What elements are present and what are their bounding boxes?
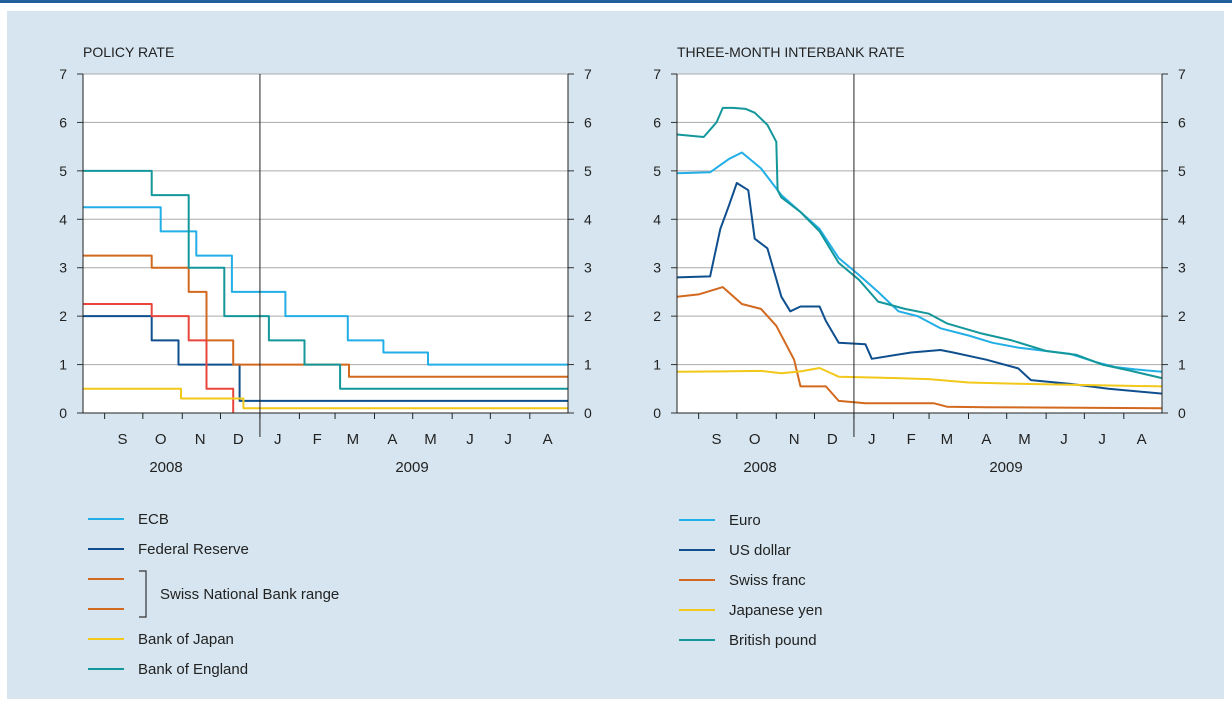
policy-rate-ytick-label-left: 6 — [59, 114, 67, 130]
interbank-rate-ytick-label-right: 1 — [1178, 357, 1186, 373]
interbank-rate-ytick-label-right: 4 — [1178, 211, 1186, 227]
legend-label-snb: Swiss National Bank range — [160, 586, 339, 603]
interbank-rate-legend: Euro US dollar Swiss franc Japanese yen … — [679, 512, 822, 649]
interbank-rate-ytick-label-right: 6 — [1178, 114, 1186, 130]
policy-rate-ytick-label-left: 5 — [59, 163, 67, 179]
interbank-rate-ytick-label-right: 0 — [1178, 405, 1186, 421]
series-british-pound — [676, 106, 1163, 380]
policy-rate-ytick-label-right: 3 — [584, 260, 592, 276]
interbank-rate-ytick-label-left: 7 — [653, 66, 661, 82]
policy-rate-series — [83, 169, 568, 413]
legend-label-chf: Swiss franc — [729, 572, 806, 589]
legend-label-fed: Federal Reserve — [138, 541, 249, 558]
policy-rate-ytick-label-left: 0 — [59, 405, 67, 421]
interbank-rate-xtick-label: S — [711, 431, 721, 448]
interbank-rate-xtick-label: A — [1137, 431, 1147, 448]
legend-label-boj: Bank of Japan — [138, 631, 234, 648]
policy-rate-ytick-label-left: 2 — [59, 308, 67, 324]
interbank-rate-xtick-label: J — [1098, 431, 1106, 448]
interbank-rate-ytick-label-left: 0 — [653, 405, 661, 421]
policy-rate-ytick-label-right: 4 — [584, 211, 592, 227]
policy-rate-legend: ECB Federal Reserve Swiss National Bank … — [88, 511, 339, 678]
legend-label-usd: US dollar — [729, 542, 791, 559]
interbank-rate-title: THREE-MONTH INTERBANK RATE — [677, 44, 905, 60]
interbank-rate-chart: THREE-MONTH INTERBANK RATE 0 0 1 1 2 2 3 3 4 4 5 5 6… — [653, 44, 1186, 476]
policy-rate-ytick-label-right: 1 — [584, 357, 592, 373]
interbank-rate-ytick-label-left: 1 — [653, 357, 661, 373]
interbank-rate-ytick-label-right: 2 — [1178, 308, 1186, 324]
policy-rate-xtick-label: J — [274, 431, 282, 448]
top-rule — [0, 0, 1232, 3]
legend-label-gbp: British pound — [729, 632, 817, 649]
policy-rate-xtick-label: A — [387, 431, 397, 448]
interbank-rate-ytick-label-left: 6 — [653, 114, 661, 130]
legend-bracket — [139, 570, 147, 618]
interbank-rate-xtick-label: F — [907, 431, 916, 448]
policy-rate-ytick-label-left: 4 — [59, 211, 67, 227]
policy-rate-xtick-label: F — [313, 431, 322, 448]
series-bank-of-england — [83, 169, 568, 390]
policy-rate-chart: POLICY RATE 0 0 1 1 2 2 3 3 4 4 5 5 6 6 7 7 S O N D J F M A M J J A… — [59, 44, 592, 476]
policy-rate-ytick-label-left: 1 — [59, 357, 67, 373]
interbank-rate-series — [676, 106, 1163, 410]
legend-label-boe: Bank of England — [138, 661, 248, 678]
legend-label-ecb: ECB — [138, 511, 169, 528]
series-swiss-national-bank-range-upper — [83, 254, 568, 378]
interbank-rate-ytick-label-left: 4 — [653, 211, 661, 227]
interbank-rate-plot-area — [677, 74, 1162, 413]
policy-rate-xtick-label: S — [117, 431, 127, 448]
policy-rate-xtick-label: O — [155, 431, 167, 448]
series-us-dollar — [676, 182, 1163, 395]
interbank-rate-xtick-label: J — [1060, 431, 1068, 448]
policy-rate-plot-area — [83, 74, 568, 413]
policy-rate-ytick-label-left: 3 — [59, 260, 67, 276]
series-bank-of-japan — [83, 387, 568, 410]
interbank-rate-xtick-label: M — [1018, 431, 1031, 448]
policy-rate-ytick-label-left: 7 — [59, 66, 67, 82]
policy-rate-axes: 0 0 1 1 2 2 3 3 4 4 5 5 6 6 7 7 S O N D J F M A M J J A — [59, 66, 592, 448]
policy-rate-year-2008: 2008 — [149, 459, 182, 476]
policy-rate-xtick-label: D — [233, 431, 244, 448]
series-swiss-franc — [676, 286, 1163, 410]
policy-rate-ytick-label-right: 6 — [584, 114, 592, 130]
policy-rate-xtick-label: M — [347, 431, 360, 448]
series-japanese-yen — [676, 367, 1163, 388]
legend-label-jpy: Japanese yen — [729, 602, 822, 619]
interbank-rate-ytick-label-right: 7 — [1178, 66, 1186, 82]
interbank-rate-year-2009: 2009 — [989, 459, 1022, 476]
series-ecb — [83, 206, 568, 366]
policy-rate-xtick-label: J — [466, 431, 474, 448]
policy-rate-xtick-label: M — [424, 431, 437, 448]
interbank-rate-ytick-label-right: 3 — [1178, 260, 1186, 276]
interbank-rate-ytick-label-right: 5 — [1178, 163, 1186, 179]
interbank-rate-xtick-label: N — [789, 431, 800, 448]
interbank-rate-ytick-label-left: 3 — [653, 260, 661, 276]
interbank-rate-xtick-label: J — [868, 431, 876, 448]
legend-label-euro: Euro — [729, 512, 761, 529]
policy-rate-year-2009: 2009 — [395, 459, 428, 476]
policy-rate-xtick-label: J — [504, 431, 512, 448]
interbank-rate-xtick-label: D — [827, 431, 838, 448]
series-swiss-national-bank-range-lower — [83, 303, 235, 413]
policy-rate-ytick-label-right: 7 — [584, 66, 592, 82]
policy-rate-ytick-label-right: 2 — [584, 308, 592, 324]
policy-rate-xtick-label: A — [543, 431, 553, 448]
policy-rate-title: POLICY RATE — [83, 44, 174, 60]
policy-rate-ytick-label-right: 5 — [584, 163, 592, 179]
interbank-rate-axes: 0 0 1 1 2 2 3 3 4 4 5 5 6 6 7 7 S O N D J F M A M J J A — [653, 66, 1186, 448]
interbank-rate-xtick-label: M — [941, 431, 954, 448]
policy-rate-ytick-label-right: 0 — [584, 405, 592, 421]
interbank-rate-xtick-label: O — [749, 431, 761, 448]
interbank-rate-ytick-label-left: 2 — [653, 308, 661, 324]
interbank-rate-year-2008: 2008 — [743, 459, 776, 476]
interbank-rate-ytick-label-left: 5 — [653, 163, 661, 179]
series-federal-reserve — [83, 315, 568, 402]
policy-rate-xtick-label: N — [195, 431, 206, 448]
interbank-rate-xtick-label: A — [981, 431, 991, 448]
